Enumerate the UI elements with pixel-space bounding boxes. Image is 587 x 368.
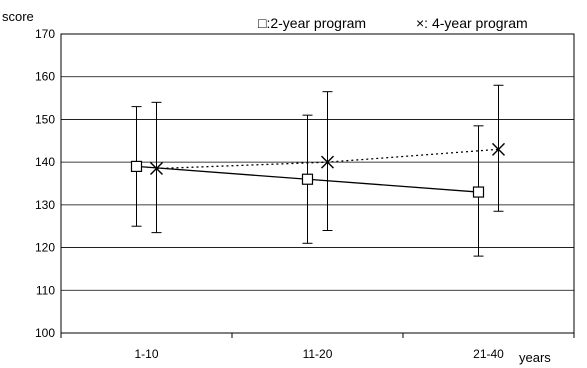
y-tick-label: 120 [35,241,55,255]
x-axis-title: years [519,350,551,365]
data-point-x [492,142,505,156]
data-point-x-stroke [492,142,505,156]
data-point-x-stroke [150,162,163,176]
plot-frame [60,33,575,334]
x-tick-label: 11-20 [303,347,333,361]
x-tick-label: 1-10 [134,347,158,361]
y-tick-label: 130 [35,198,55,212]
legend-label-4-year: ×: 4-year program [416,15,528,31]
y-tick-label: 170 [35,27,55,41]
y-tick-label: 110 [36,283,55,297]
y-tick-label: 100 [35,326,55,340]
data-point-square [301,173,314,185]
y-tick-label: 150 [35,112,55,126]
data-point-x [150,162,163,176]
axis-layer: 100 110 120 130 140 150 160 170 1-10 11-20 21-40 [35,27,575,361]
series-layer [130,84,505,257]
data-point-x-stroke [321,155,334,169]
data-point-square [130,160,143,173]
y-tick-label: 160 [35,70,55,84]
y-axis-title: score [2,9,34,24]
legend-label-2-year: □:2-year program [258,15,366,31]
y-tick-label: 140 [35,155,55,169]
data-point-square [472,186,485,198]
x-tick-label: 21-40 [473,347,504,361]
data-point-x [321,155,334,169]
